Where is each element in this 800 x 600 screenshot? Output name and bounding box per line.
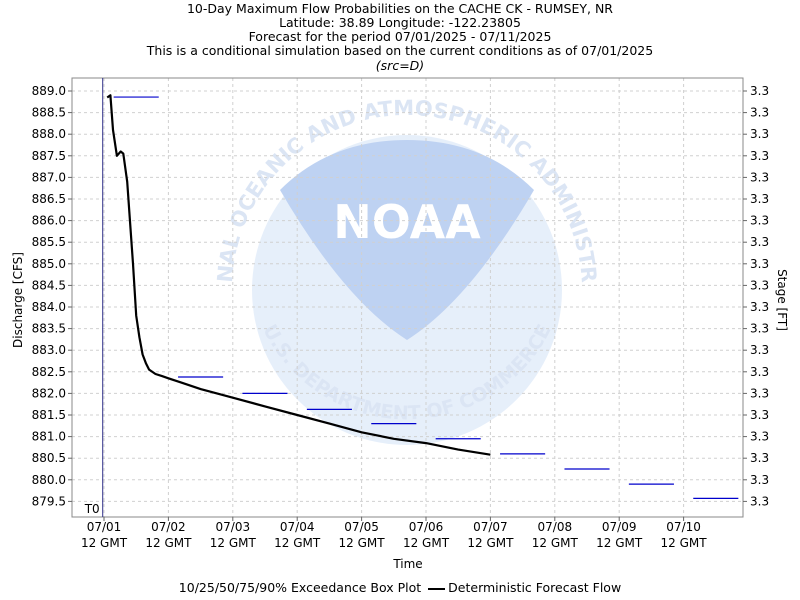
watermark-logo-text: NOAA	[333, 195, 481, 249]
chart-title-line-4: This is a conditional simulation based o…	[146, 43, 654, 58]
y2-tick-label: 3.3	[750, 127, 769, 141]
y-tick-label: 886.0	[32, 214, 66, 228]
x-tick-time: 12 GMT	[81, 536, 128, 550]
y2-tick-label: 3.3	[750, 170, 769, 184]
x-tick-date: 07/03	[216, 520, 251, 534]
y2-tick-label: 3.3	[750, 343, 769, 357]
y-tick-label: 883.5	[32, 322, 66, 336]
x-tick-date: 07/01	[87, 520, 122, 534]
y-tick-label: 881.5	[32, 408, 66, 422]
x-tick-time: 12 GMT	[532, 536, 579, 550]
y2-tick-label: 3.3	[750, 300, 769, 314]
x-tick-time: 12 GMT	[210, 536, 257, 550]
y-tick-label: 889.0	[32, 84, 66, 98]
y-tick-label: 879.5	[32, 494, 66, 508]
y-tick-label: 883.0	[32, 343, 66, 357]
y2-tick-label: 3.3	[750, 149, 769, 163]
forecast-line	[106, 94, 491, 456]
x-tick-time: 12 GMT	[467, 536, 514, 550]
t0-label: T0	[84, 502, 100, 516]
y-tick-label: 882.0	[32, 386, 66, 400]
x-tick-time: 12 GMT	[274, 536, 321, 550]
legend-line-swatch	[428, 587, 446, 590]
y-axis-ticks: 889.0 888.5 888.0 887.5 887.0 886.5 886.0 885.5…	[32, 84, 72, 508]
y-tick-label: 887.0	[32, 170, 66, 184]
y2-tick-label: 3.3	[750, 235, 769, 249]
legend-box-label: 10/25/50/75/90% Exceedance Box Plot	[178, 580, 422, 595]
x-axis-label: Time	[392, 557, 422, 571]
x-tick-date: 07/06	[409, 520, 444, 534]
y2-tick-label: 3.3	[750, 257, 769, 271]
x-tick-time: 12 GMT	[596, 536, 643, 550]
noaa-watermark-logo: NOAANATIONAL OCEANIC AND ATMOSPHERIC ADM…	[0, 0, 601, 445]
y-tick-label: 885.5	[32, 235, 66, 249]
chart-title-line-3: Forecast for the period 07/01/2025 - 07/…	[248, 29, 552, 44]
y-axis-label: Discharge [CFS]	[11, 252, 25, 348]
y2-tick-label: 3.3	[750, 494, 769, 508]
grid-lines	[72, 78, 743, 517]
chart-title-line-1: 10-Day Maximum Flow Probabilities on the…	[186, 1, 613, 16]
y-tick-label: 880.0	[32, 473, 66, 487]
x-tick-date: 07/08	[538, 520, 573, 534]
y2-axis-ticks: 3.3 3.3 3.3 3.3 3.3 3.3 3.3 3.3 3.3 3.3 3.3 3.3 3.3 3…	[743, 84, 769, 508]
y2-tick-label: 3.3	[750, 430, 769, 444]
x-tick-time: 12 GMT	[145, 536, 192, 550]
x-tick-date: 07/04	[280, 520, 315, 534]
x-tick-time: 12 GMT	[403, 536, 450, 550]
legend: 10/25/50/75/90% Exceedance Box Plot Dete…	[0, 580, 800, 595]
y2-tick-label: 3.3	[750, 451, 769, 465]
x-tick-time: 12 GMT	[339, 536, 386, 550]
y-tick-label: 884.5	[32, 278, 66, 292]
x-tick-date: 07/07	[473, 520, 508, 534]
y-tick-label: 888.0	[32, 127, 66, 141]
y2-tick-label: 3.3	[750, 322, 769, 336]
x-tick-time: 12 GMT	[661, 536, 708, 550]
y2-tick-label: 3.3	[750, 386, 769, 400]
x-tick-date: 07/09	[602, 520, 637, 534]
exceedance-boxes	[113, 96, 739, 499]
x-tick-date: 07/10	[666, 520, 701, 534]
legend-line-label: Deterministic Forecast Flow	[448, 580, 622, 595]
y2-tick-label: 3.3	[750, 365, 769, 379]
y-tick-label: 884.0	[32, 300, 66, 314]
x-axis-ticks: 07/01 12 GMT 07/02 12 GMT 07/03 12 GMT 07/04 12…	[81, 517, 707, 550]
y-tick-label: 880.5	[32, 451, 66, 465]
plot-frame	[71, 77, 744, 518]
y-tick-label: 887.5	[32, 149, 66, 163]
y-tick-label: 882.5	[32, 365, 66, 379]
y2-tick-label: 3.3	[750, 106, 769, 120]
y2-tick-label: 3.3	[750, 192, 769, 206]
x-tick-date: 07/02	[151, 520, 186, 534]
y-tick-label: 885.0	[32, 257, 66, 271]
y-tick-label: 881.0	[32, 430, 66, 444]
y2-tick-label: 3.3	[750, 214, 769, 228]
x-tick-date: 07/05	[344, 520, 379, 534]
y-tick-label: 888.5	[32, 106, 66, 120]
chart-title-line-2: Latitude: 38.89 Longitude: -122.23805	[279, 15, 521, 30]
forecast-lines: T0	[84, 78, 491, 517]
y2-tick-label: 3.3	[750, 408, 769, 422]
chart-subtitle: (src=D)	[375, 58, 425, 73]
y2-tick-label: 3.3	[750, 473, 769, 487]
y2-tick-label: 3.3	[750, 278, 769, 292]
y2-tick-label: 3.3	[750, 84, 769, 98]
y-tick-label: 886.5	[32, 192, 66, 206]
y2-axis-label: Stage [FT]	[775, 269, 789, 331]
watermark-gull	[280, 140, 534, 340]
